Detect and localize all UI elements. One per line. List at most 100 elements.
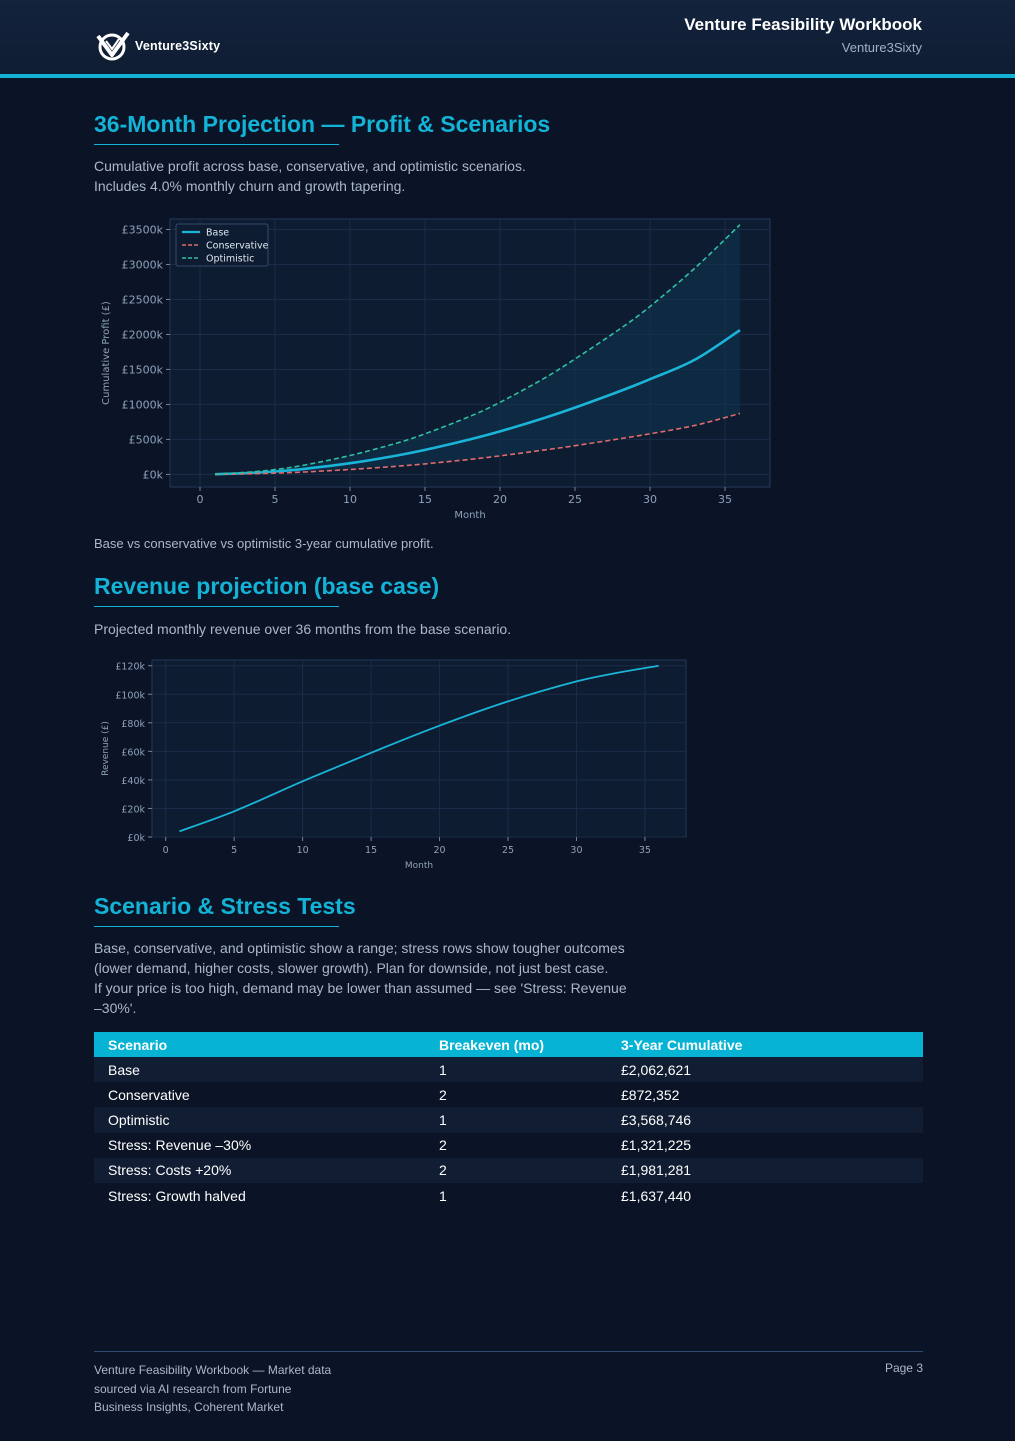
- y-tick-label: £1500k: [122, 363, 164, 376]
- section-rule: [94, 926, 339, 927]
- table-row: Stress: Revenue –30% 2 £1,321,225: [94, 1132, 923, 1158]
- section-description-scenarios: Base, conservative, and optimistic show …: [94, 938, 627, 1018]
- column-header-cumulative: 3-Year Cumulative: [607, 1032, 923, 1057]
- footer-line: Venture Feasibility Workbook — Market da…: [94, 1363, 332, 1377]
- cell-scenario: Base: [94, 1057, 425, 1083]
- footer-line: sourced via AI research from Fortune: [94, 1381, 292, 1396]
- section-rule: [94, 606, 339, 607]
- y-tick-label: £2000k: [122, 328, 164, 341]
- series-line-base: [179, 664, 659, 833]
- page-number: Page 3: [884, 1361, 923, 1375]
- chart-legend: [175, 223, 269, 267]
- y-tick-label: £120k: [115, 662, 145, 673]
- cell-breakeven: 1: [425, 1057, 607, 1083]
- x-tick-label: 15: [418, 493, 432, 506]
- cell-cumulative: £1,321,225: [607, 1132, 923, 1158]
- cell-breakeven: 2: [425, 1157, 607, 1183]
- section-description-revenue: Projected monthly revenue over 36 months…: [94, 621, 512, 637]
- footer-rule: [94, 1351, 923, 1352]
- table-row: Base 1 £2,062,621: [94, 1057, 923, 1083]
- x-tick-label: 15: [365, 845, 377, 856]
- x-tick-label: 20: [493, 493, 507, 506]
- logo: Venture3Sixty: [95, 31, 220, 61]
- cell-breakeven: 2: [425, 1082, 607, 1108]
- y-tick-label: £3000k: [122, 258, 164, 271]
- x-tick-label: 20: [433, 845, 445, 856]
- cell-cumulative: £2,062,621: [607, 1057, 923, 1083]
- x-tick-label: 10: [297, 845, 309, 856]
- section-title-scenarios: Scenario & Stress Tests: [94, 893, 356, 919]
- description-line: (lower demand, higher costs, slower grow…: [94, 960, 609, 976]
- y-tick-label: £40k: [121, 776, 145, 787]
- y-tick-label: £500k: [129, 433, 164, 446]
- y-tick-label: £0k: [127, 833, 145, 844]
- y-tick-label: £20k: [121, 804, 145, 815]
- y-tick-label: £2500k: [122, 293, 164, 306]
- table-row: Optimistic 1 £3,568,746: [94, 1107, 923, 1133]
- cell-scenario: Stress: Revenue –30%: [94, 1132, 425, 1158]
- description-line: Includes 4.0% monthly churn and growth t…: [94, 178, 406, 194]
- y-tick-label: £1000k: [122, 398, 164, 411]
- section-title-revenue: Revenue projection (base case): [94, 573, 440, 599]
- table-header-row: Scenario Breakeven (mo) 3-Year Cumulativ…: [94, 1032, 923, 1057]
- y-tick-label: £80k: [121, 719, 145, 730]
- cell-cumulative: £872,352: [607, 1082, 923, 1108]
- legend-label-base: Base: [206, 228, 229, 239]
- profit-scenarios-chart: £0k £500k £1000k £1500k £2000k £2500k £3000k £3…: [101, 218, 771, 521]
- cell-scenario: Stress: Growth halved: [94, 1182, 425, 1209]
- x-tick-label: 25: [568, 493, 582, 506]
- scenario-table: Scenario Breakeven (mo) 3-Year Cumulativ…: [94, 1032, 923, 1209]
- x-tick-label: 30: [570, 845, 582, 856]
- description-line: Base, conservative, and optimistic show …: [94, 940, 625, 956]
- column-header-breakeven: Breakeven (mo): [425, 1032, 607, 1057]
- logo-text: Venture3Sixty: [135, 39, 221, 53]
- table-row: Conservative 2 £872,352: [94, 1082, 923, 1108]
- x-tick-label: 35: [639, 845, 651, 856]
- footer-note: Venture Feasibility Workbook — Market da…: [94, 1361, 354, 1417]
- footer-line: Business Insights, Coherent Market: [94, 1400, 284, 1414]
- document-subtitle: Venture3Sixty: [841, 40, 922, 55]
- plot-area: [151, 659, 687, 838]
- x-tick-label: 0: [197, 493, 204, 506]
- section-description-profit: Cumulative profit across base, conservat…: [94, 156, 526, 196]
- table-row: Stress: Costs +20% 2 £1,981,281: [94, 1157, 923, 1183]
- description-line: If your price is too high, demand may be…: [94, 980, 627, 996]
- x-tick-label: 5: [272, 493, 279, 506]
- cell-scenario: Stress: Costs +20%: [94, 1157, 425, 1183]
- series-line-conservative: [214, 412, 741, 476]
- y-tick-label: £3500k: [122, 223, 164, 236]
- cell-cumulative: £1,981,281: [607, 1157, 923, 1183]
- x-tick-label: 0: [163, 845, 169, 856]
- cell-breakeven: 1: [425, 1107, 607, 1133]
- description-line: –30%'.: [94, 1000, 137, 1016]
- description-line: Cumulative profit across base, conservat…: [94, 158, 526, 174]
- y-tick-label: £100k: [115, 690, 145, 701]
- scenario-range-band: [215, 224, 740, 475]
- cell-cumulative: £1,637,440: [607, 1182, 923, 1209]
- document-title: Venture Feasibility Workbook: [684, 15, 922, 34]
- cell-breakeven: 1: [425, 1182, 607, 1209]
- cell-breakeven: 2: [425, 1132, 607, 1158]
- x-axis-label: Month: [454, 510, 485, 521]
- cell-scenario: Conservative: [94, 1082, 425, 1108]
- x-tick-label: 10: [343, 493, 357, 506]
- y-axis-label: Cumulative Profit (£): [101, 301, 112, 405]
- legend-label-optimistic: Optimistic: [206, 254, 254, 265]
- y-tick-label: £0k: [143, 468, 164, 481]
- revenue-projection-chart: £0k £20k £40k £60k £80k £100k £120k 0 5 10 15 20 25 3…: [101, 659, 687, 870]
- logo-icon: [96, 31, 130, 61]
- y-tick-label: £60k: [121, 747, 145, 758]
- column-header-scenario: Scenario: [94, 1032, 425, 1057]
- x-tick-label: 35: [718, 493, 732, 506]
- x-tick-label: 5: [231, 845, 237, 856]
- series-line-optimistic: [214, 224, 741, 475]
- x-tick-label: 30: [643, 493, 657, 506]
- page-header: Venture3Sixty Venture Feasibility Workbo…: [0, 0, 1015, 78]
- x-axis-label: Month: [405, 861, 433, 870]
- legend-label-conservative: Conservative: [206, 241, 269, 252]
- x-tick-label: 25: [502, 845, 514, 856]
- table-row: Stress: Growth halved 1 £1,637,440: [94, 1182, 923, 1209]
- section-title-profit: 36-Month Projection — Profit & Scenarios: [94, 111, 551, 137]
- cell-cumulative: £3,568,746: [607, 1107, 923, 1133]
- series-line-base: [214, 329, 741, 476]
